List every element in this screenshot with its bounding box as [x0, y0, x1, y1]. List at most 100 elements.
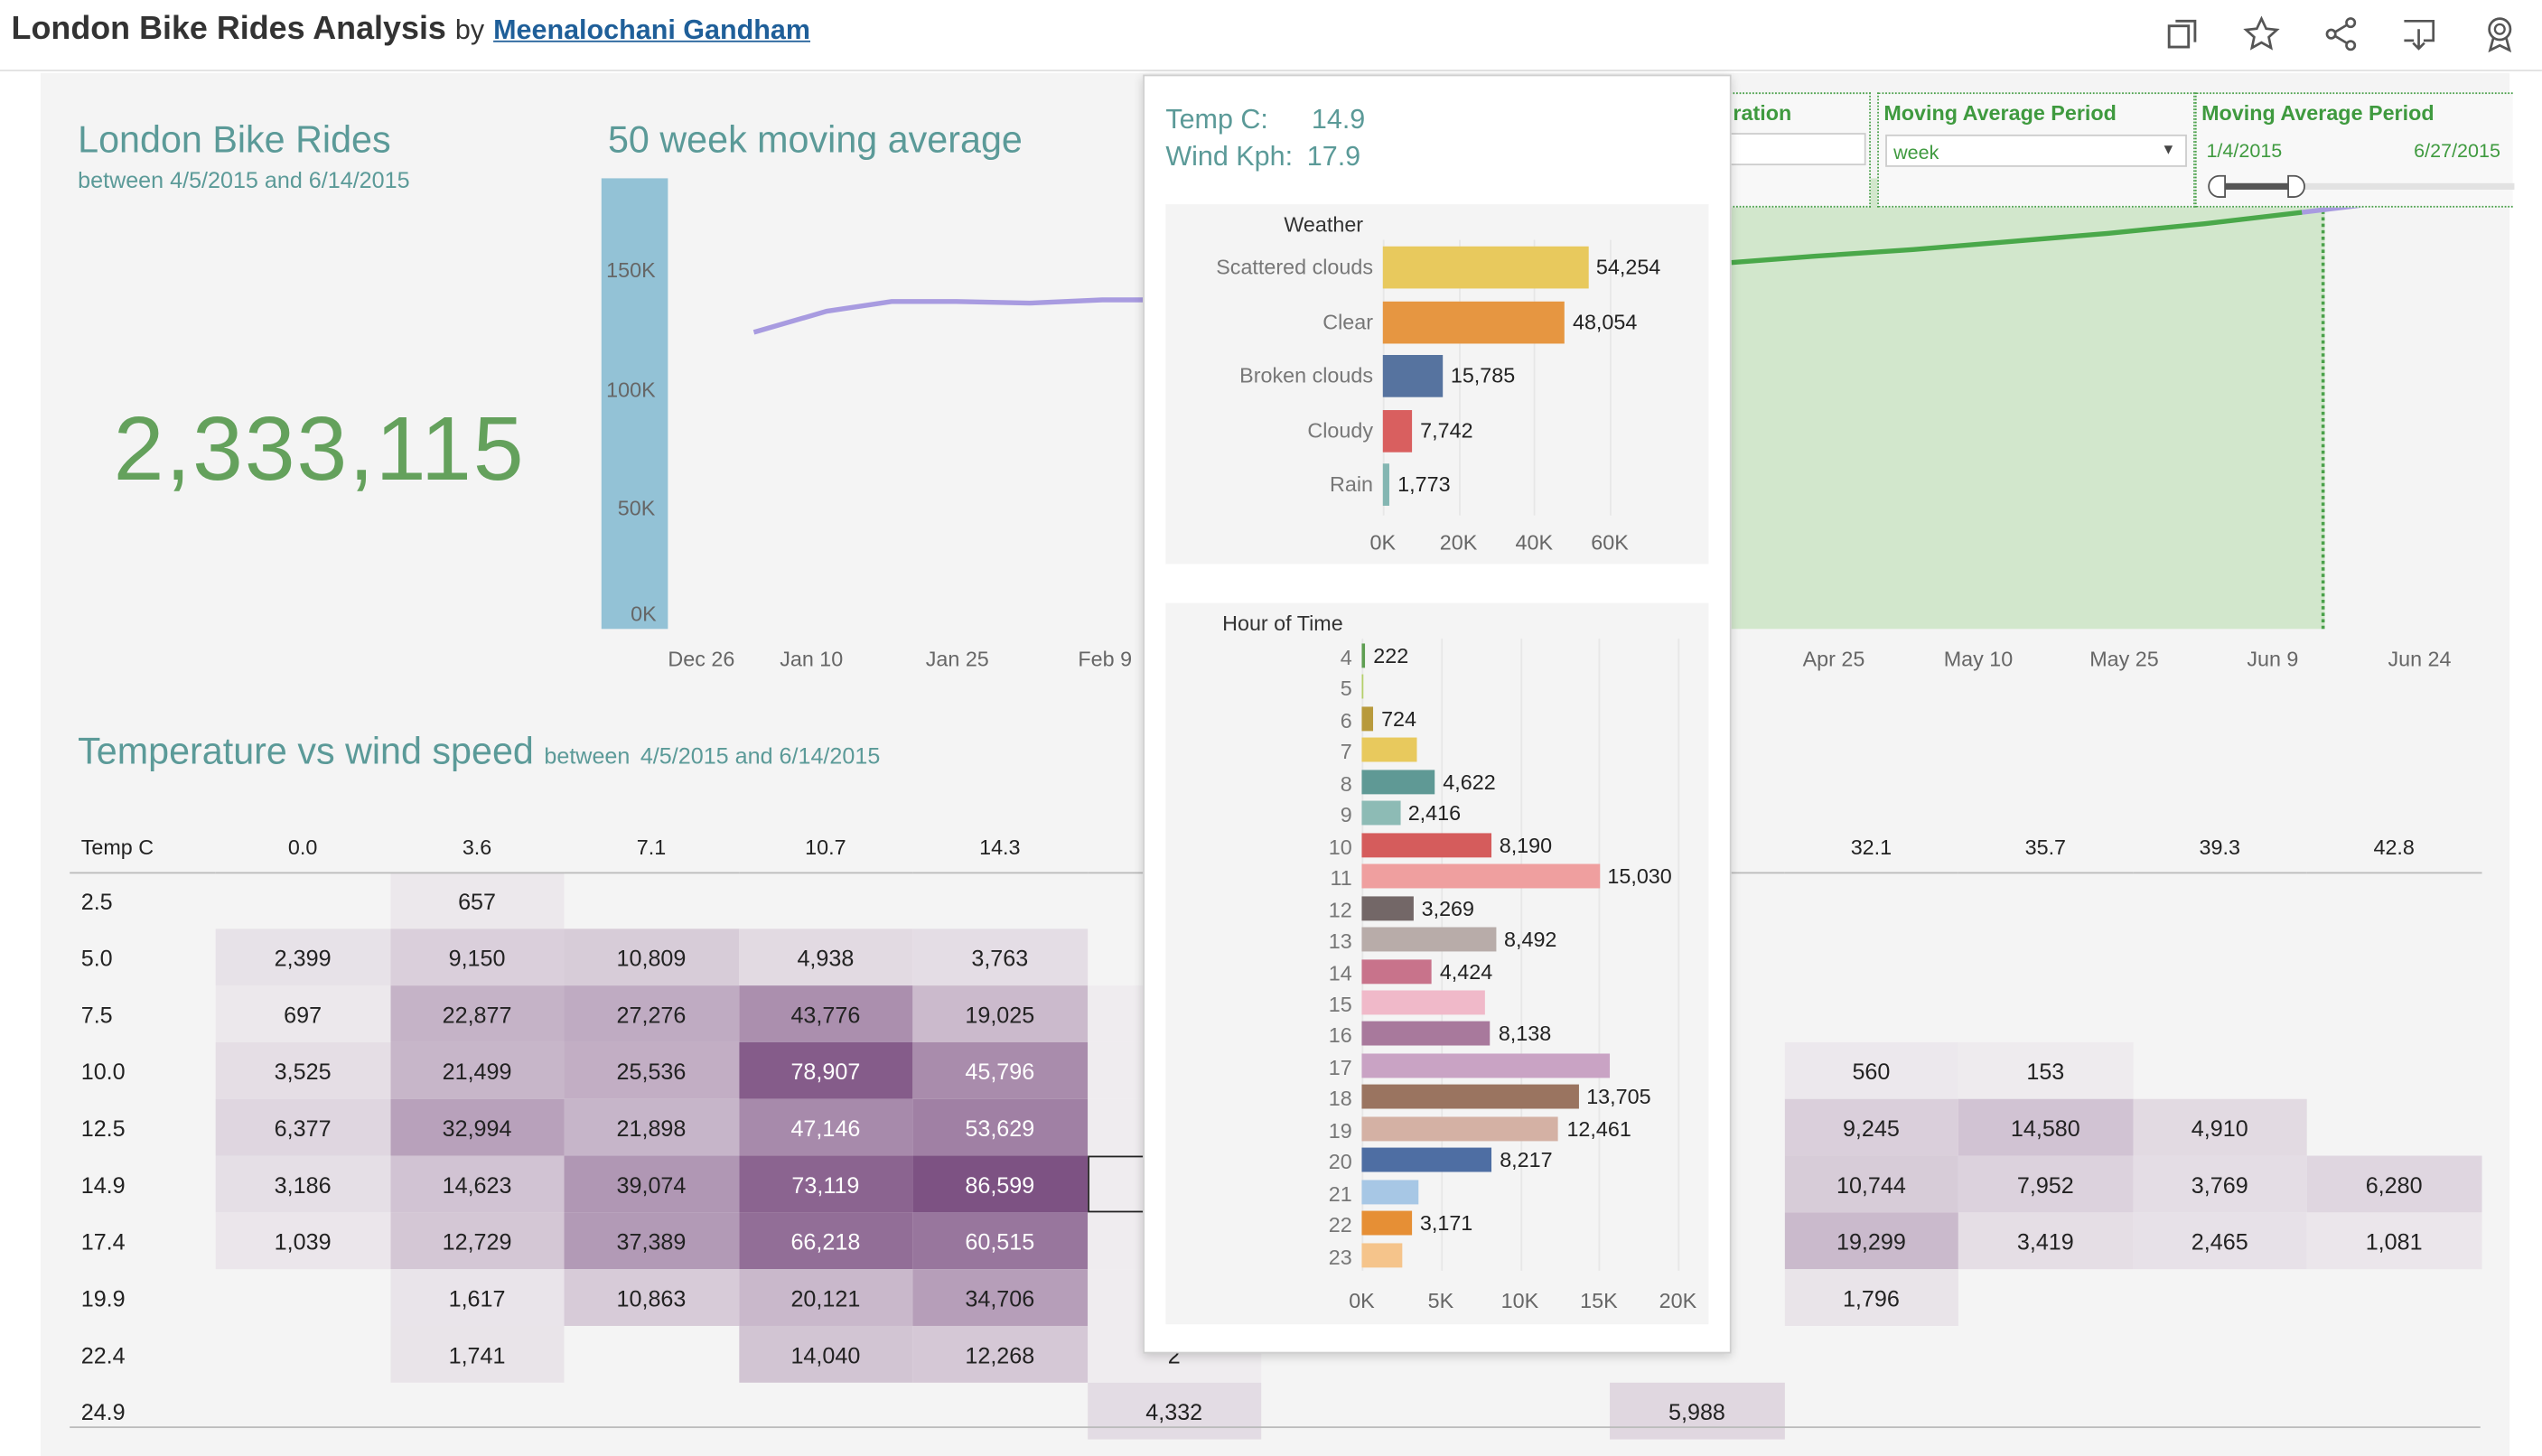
heatmap-cell[interactable]: 12,729: [389, 1212, 565, 1270]
moving-average-range-control[interactable]: Moving Average Period 1/4/2015 6/27/2015: [2194, 92, 2515, 208]
heatmap-cell[interactable]: 14,580: [1958, 1098, 2133, 1156]
heatmap-cell[interactable]: 9,150: [389, 929, 565, 986]
heatmap-cell[interactable]: [1958, 1269, 2133, 1326]
weather-bar[interactable]: [1382, 246, 1588, 289]
heatmap-cell[interactable]: [2307, 1326, 2481, 1383]
hour-bar[interactable]: [1361, 738, 1417, 763]
heatmap-cell[interactable]: 1,796: [1783, 1269, 1958, 1326]
hour-bar[interactable]: [1361, 675, 1364, 700]
heatmap-cell[interactable]: 12,268: [912, 1325, 1088, 1383]
range-slider-right-handle[interactable]: [2287, 174, 2305, 198]
hour-bar[interactable]: [1361, 1147, 1492, 1172]
heatmap-cell[interactable]: [2307, 929, 2481, 985]
heatmap-cell[interactable]: 3,769: [2132, 1155, 2307, 1213]
hour-bar[interactable]: [1361, 895, 1414, 920]
heatmap-cell[interactable]: 34,706: [912, 1269, 1088, 1326]
heatmap-cell[interactable]: 22,877: [389, 985, 565, 1042]
heatmap-cell[interactable]: [2133, 1383, 2307, 1440]
heatmap-cell[interactable]: 560: [1783, 1041, 1958, 1099]
weather-bar[interactable]: [1382, 355, 1443, 397]
heatmap-cell[interactable]: [565, 1326, 739, 1383]
hour-bar[interactable]: [1361, 990, 1485, 1015]
heatmap-cell[interactable]: [1958, 1326, 2133, 1383]
heatmap-cell[interactable]: 78,907: [738, 1041, 913, 1099]
range-slider-track[interactable]: [2212, 182, 2515, 190]
heatmap-cell[interactable]: 21,898: [564, 1098, 739, 1156]
heatmap-cell[interactable]: [1784, 985, 1958, 1042]
hour-bar[interactable]: [1361, 1085, 1579, 1110]
heatmap-cell[interactable]: 10,744: [1783, 1155, 1958, 1213]
hour-bar[interactable]: [1361, 1116, 1559, 1141]
hour-bar[interactable]: [1361, 770, 1435, 794]
heatmap-cell[interactable]: [1958, 1383, 2133, 1440]
heatmap-cell[interactable]: [2133, 929, 2307, 985]
heatmap-cell[interactable]: [2307, 985, 2481, 1042]
hour-bar[interactable]: [1361, 863, 1600, 889]
heatmap-cell[interactable]: 32,994: [389, 1098, 565, 1156]
heatmap-cell[interactable]: [1435, 1383, 1610, 1440]
heatmap-cell[interactable]: 2,399: [215, 929, 390, 986]
heatmap-cell[interactable]: [1784, 1326, 1958, 1383]
heatmap-cell[interactable]: 45,796: [912, 1041, 1088, 1099]
heatmap-cell[interactable]: 53,629: [912, 1098, 1088, 1156]
share-icon[interactable]: [2322, 14, 2360, 53]
heatmap-cell[interactable]: [1261, 1383, 1435, 1440]
heatmap-cell[interactable]: [2307, 1269, 2481, 1326]
heatmap-cell[interactable]: 37,389: [564, 1212, 739, 1270]
heatmap-cell[interactable]: [1958, 872, 2133, 929]
duration-control[interactable]: ration: [1718, 92, 1871, 208]
heatmap-cell[interactable]: [738, 872, 912, 929]
duplicate-icon[interactable]: [2163, 14, 2201, 53]
heatmap-cell[interactable]: 4,910: [2132, 1098, 2307, 1156]
weather-bar[interactable]: [1382, 300, 1565, 343]
heatmap-cell[interactable]: [2133, 985, 2307, 1042]
hour-bar[interactable]: [1361, 1053, 1611, 1078]
heatmap-cell[interactable]: 3,186: [215, 1155, 390, 1213]
hour-bar[interactable]: [1361, 958, 1432, 984]
heatmap-cell[interactable]: 6,377: [215, 1098, 390, 1156]
heatmap-cell[interactable]: [1958, 929, 2133, 985]
hour-bar[interactable]: [1361, 706, 1374, 732]
heatmap-cell[interactable]: 10,809: [564, 929, 739, 986]
heatmap-cell[interactable]: [2133, 1326, 2307, 1383]
hour-bar[interactable]: [1361, 800, 1400, 826]
heatmap-cell[interactable]: 657: [389, 872, 565, 929]
hour-bar[interactable]: [1361, 927, 1497, 952]
heatmap-cell[interactable]: [2307, 1042, 2481, 1099]
moving-average-chart[interactable]: [584, 162, 2513, 680]
badge-icon[interactable]: [2481, 14, 2519, 53]
weather-bar[interactable]: [1382, 463, 1390, 506]
heatmap-cell[interactable]: 3,763: [912, 929, 1088, 986]
heatmap-cell[interactable]: [2133, 1269, 2307, 1326]
heatmap-cell[interactable]: [2307, 1099, 2481, 1156]
heatmap-cell[interactable]: [1958, 985, 2133, 1042]
duration-input[interactable]: [1726, 133, 1866, 166]
heatmap-cell[interactable]: 5,988: [1610, 1382, 1784, 1440]
hour-bar[interactable]: [1361, 1210, 1412, 1236]
heatmap-cell[interactable]: 86,599: [912, 1155, 1088, 1213]
heatmap-cell[interactable]: [565, 872, 739, 929]
hour-bar[interactable]: [1361, 1242, 1403, 1267]
moving-average-period-control[interactable]: Moving Average Period week ▼: [1877, 92, 2195, 208]
heatmap-cell[interactable]: 4,938: [738, 929, 913, 986]
heatmap-cell[interactable]: 697: [215, 985, 390, 1042]
heatmap-cell[interactable]: 14,040: [738, 1325, 913, 1383]
heatmap-cell[interactable]: 39,074: [564, 1155, 739, 1213]
heatmap-cell[interactable]: 21,499: [389, 1041, 565, 1099]
heatmap-cell[interactable]: 66,218: [738, 1212, 913, 1270]
heatmap-cell[interactable]: [738, 1383, 912, 1440]
heatmap-cell[interactable]: 25,536: [564, 1041, 739, 1099]
range-slider-left-handle[interactable]: [2208, 174, 2226, 198]
hour-bar[interactable]: [1361, 1022, 1491, 1047]
hour-bar[interactable]: [1361, 1179, 1419, 1204]
hour-bar[interactable]: [1361, 643, 1366, 668]
heatmap-cell[interactable]: 19,299: [1783, 1212, 1958, 1270]
heatmap-cell[interactable]: [912, 872, 1087, 929]
heatmap-cell[interactable]: 3,419: [1958, 1212, 2133, 1270]
heatmap-cell[interactable]: [1784, 1383, 1958, 1440]
heatmap-cell[interactable]: 1,081: [2306, 1212, 2481, 1270]
favorite-star-icon[interactable]: [2242, 14, 2281, 53]
heatmap-cell[interactable]: 1,617: [389, 1269, 565, 1326]
period-dropdown[interactable]: week ▼: [1885, 134, 2187, 167]
heatmap-cell[interactable]: 73,119: [738, 1155, 913, 1213]
